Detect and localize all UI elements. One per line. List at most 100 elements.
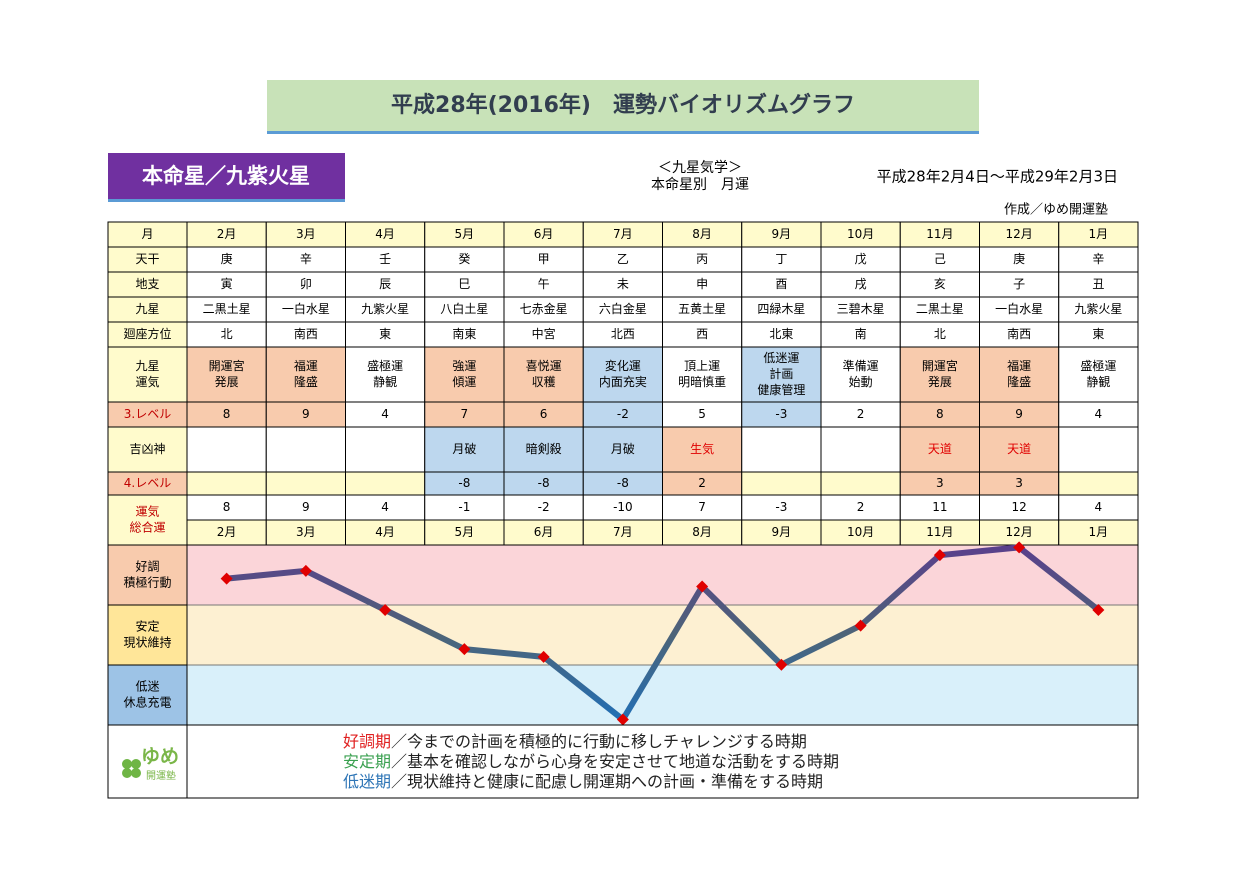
legend-row bbox=[107, 724, 1139, 799]
cell-text: 1月 bbox=[1089, 525, 1109, 539]
cell-text: 強運 bbox=[452, 359, 476, 373]
table-cell bbox=[503, 321, 584, 348]
cell-text: 5月 bbox=[455, 525, 475, 539]
legend-line: 好調期／今までの計画を積極的に行動に移しチャレンジする時期 bbox=[343, 732, 807, 751]
table-cell bbox=[979, 519, 1060, 546]
table-cell bbox=[1058, 519, 1139, 546]
point-marker bbox=[933, 549, 946, 562]
title-underline bbox=[267, 131, 979, 134]
zone-label-cell bbox=[107, 664, 188, 726]
table-cell bbox=[503, 271, 584, 298]
period: 平成28年2月4日～平成29年2月3日 bbox=[877, 168, 1118, 186]
cell-text: 子 bbox=[1013, 277, 1025, 291]
table-cell bbox=[820, 221, 901, 248]
cell-text: 3月 bbox=[296, 227, 316, 241]
cell-text: 4 bbox=[1095, 407, 1103, 421]
cell-text: 喜悦運 bbox=[526, 359, 562, 373]
cell-text: 暗剣殺 bbox=[526, 441, 562, 456]
cell-text: -1 bbox=[458, 500, 470, 514]
cell-text: 丙 bbox=[696, 252, 708, 266]
cell-text: 2 bbox=[857, 500, 865, 514]
cell-text: 開運宮 bbox=[209, 358, 245, 373]
table-cell bbox=[662, 221, 743, 248]
table-cell bbox=[345, 296, 426, 323]
cell-text: 三碧木星 bbox=[837, 302, 885, 316]
cell-text: 3 bbox=[1015, 476, 1023, 490]
table-cell bbox=[582, 271, 663, 298]
table-cell bbox=[265, 519, 346, 546]
subtitle: ＜九星気学＞ bbox=[658, 160, 742, 176]
legend-line: 低迷期／現状維持と健康に配慮し開運期への計画・準備をする時期 bbox=[343, 772, 823, 791]
cell-text: 3.レベル bbox=[124, 407, 171, 421]
cell-text: 東 bbox=[379, 327, 391, 341]
badge: 本命星／九紫火星 bbox=[142, 164, 310, 188]
cell-text: 五黄土星 bbox=[678, 302, 726, 316]
cell-text: 卯 bbox=[300, 277, 312, 291]
zone-band bbox=[186, 664, 1139, 726]
zone-label-cell bbox=[107, 544, 188, 606]
table-cell bbox=[820, 321, 901, 348]
cell-text: 6月 bbox=[534, 227, 554, 241]
cell-text: 9月 bbox=[772, 227, 792, 241]
cell-text: 申 bbox=[696, 277, 708, 291]
cell-text: 10月 bbox=[847, 227, 874, 241]
cell-text: 2 bbox=[698, 476, 706, 490]
cell-text: 己 bbox=[934, 252, 946, 266]
cell-text: -3 bbox=[775, 500, 787, 514]
cell-text: 北 bbox=[221, 327, 233, 341]
cell-text: 4 bbox=[1095, 500, 1103, 514]
cell-text: 好調 bbox=[135, 560, 159, 574]
label-cell bbox=[107, 296, 188, 323]
cell-text: 亥 bbox=[934, 277, 946, 291]
cell-text: 甲 bbox=[538, 252, 550, 266]
cell-text: 壬 bbox=[379, 252, 391, 266]
cell-text: 12月 bbox=[1005, 525, 1032, 539]
table-cell bbox=[820, 346, 901, 403]
clover-leaf bbox=[131, 759, 141, 769]
cell-text: 発展 bbox=[928, 375, 952, 389]
cell-text: 南 bbox=[855, 326, 867, 341]
point-marker bbox=[537, 650, 550, 663]
cell-text: 8月 bbox=[692, 227, 712, 241]
cell-text: 7 bbox=[698, 500, 706, 514]
cell-text: 準備運 bbox=[843, 358, 879, 373]
cell-text: 静観 bbox=[1086, 375, 1110, 389]
point-marker bbox=[616, 713, 629, 726]
cell-text: 酉 bbox=[775, 277, 787, 291]
cell-text: 4月 bbox=[375, 227, 395, 241]
logo: ゆめ 開運塾 bbox=[122, 746, 179, 782]
cell-text: 天道 bbox=[1007, 442, 1031, 456]
table-cell bbox=[186, 471, 267, 496]
table-cell bbox=[345, 494, 426, 521]
table-cell bbox=[1058, 426, 1139, 473]
table-cell bbox=[820, 426, 901, 473]
cell-text: 四緑木星 bbox=[757, 301, 805, 316]
point-marker bbox=[299, 564, 312, 577]
table-cell bbox=[503, 401, 584, 428]
subtitle: 本命星別 月運 bbox=[651, 176, 749, 193]
table-cell bbox=[979, 494, 1060, 521]
cell-text: 11 bbox=[932, 500, 947, 514]
cell-text: 寅 bbox=[221, 276, 233, 291]
cell-text: 七赤金星 bbox=[520, 301, 568, 316]
cell-text: 生気 bbox=[690, 441, 714, 456]
cell-text: 9 bbox=[1015, 407, 1023, 421]
point-marker bbox=[854, 619, 867, 632]
legend-term: 好調期 bbox=[343, 732, 391, 751]
cell-text: 丁 bbox=[775, 252, 787, 266]
badge-underline bbox=[108, 199, 345, 202]
table-cell bbox=[741, 471, 822, 496]
cell-text: 南東 bbox=[452, 326, 476, 341]
cell-text: 北 bbox=[934, 327, 946, 341]
cell-text: 辛 bbox=[300, 252, 312, 266]
cell-text: 9月 bbox=[772, 525, 792, 539]
cell-text: 頂上運 bbox=[684, 359, 720, 373]
cell-text: 静観 bbox=[373, 375, 397, 389]
table-cell bbox=[979, 271, 1060, 298]
table-cell bbox=[820, 296, 901, 323]
table-cell bbox=[503, 426, 584, 473]
cell-text: 午 bbox=[538, 277, 550, 291]
cell-text: 現状維持 bbox=[123, 635, 171, 650]
cell-text: 計画 bbox=[769, 366, 793, 381]
